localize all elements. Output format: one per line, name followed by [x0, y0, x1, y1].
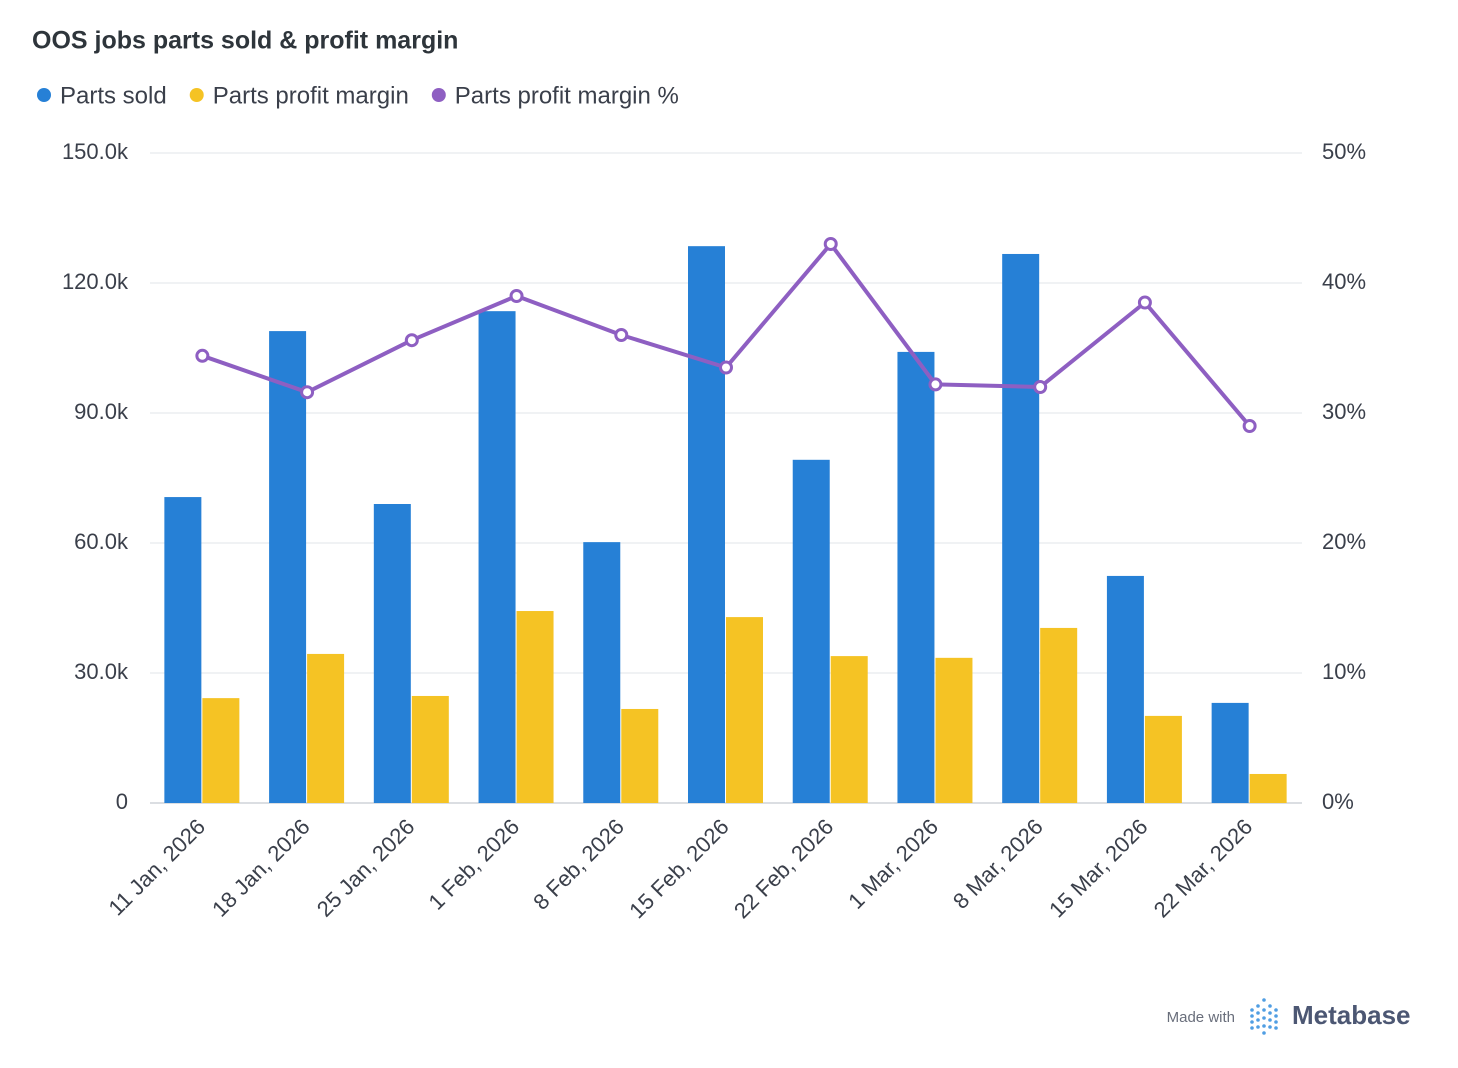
- y2-tick-label: 10%: [1322, 659, 1366, 684]
- legend-label: Parts profit margin %: [455, 82, 679, 109]
- footer-made-with: Made with: [1167, 1009, 1235, 1026]
- footer-brand: Metabase: [1292, 1000, 1411, 1030]
- bar: [583, 542, 621, 803]
- bar: [411, 695, 449, 803]
- bar: [830, 656, 868, 803]
- line: [201, 242, 1252, 428]
- x-tick-label: 15 Feb, 2026: [624, 814, 733, 923]
- bar: [897, 351, 935, 803]
- bar: [688, 246, 725, 803]
- bar: [164, 497, 202, 803]
- line-marker: [823, 237, 838, 251]
- y-tick-label: 150.0k: [62, 139, 129, 164]
- x-tick-label: 8 Mar, 2026: [948, 814, 1048, 914]
- y2-tick-label: 40%: [1322, 269, 1366, 294]
- legend-swatch: [431, 88, 446, 102]
- bar: [935, 657, 973, 803]
- bar: [792, 459, 830, 803]
- y2-tick-label: 20%: [1322, 529, 1366, 554]
- bar: [1040, 627, 1078, 803]
- bar: [373, 504, 411, 803]
- x-tick-label: 22 Feb, 2026: [729, 814, 838, 923]
- line-marker: [719, 360, 733, 375]
- y2-tick-label: 0%: [1322, 789, 1354, 814]
- x-tick-label: 15 Mar, 2026: [1044, 814, 1152, 922]
- line-marker: [404, 333, 419, 348]
- metabase-logo: [1250, 998, 1278, 1035]
- bar: [1249, 773, 1287, 803]
- bar: [726, 617, 763, 803]
- y-tick-label: 60.0k: [74, 529, 129, 554]
- line-marker: [1242, 419, 1257, 433]
- bar: [1144, 715, 1182, 803]
- y-tick-label: 120.0k: [62, 269, 129, 294]
- line-marker: [195, 348, 210, 363]
- y2-tick-label: 30%: [1322, 399, 1366, 424]
- bar: [516, 611, 554, 803]
- line-marker: [509, 289, 524, 303]
- bar: [269, 331, 307, 803]
- bar: [1002, 253, 1040, 803]
- x-tick-label: 25 Jan, 2026: [312, 814, 420, 922]
- line-marker: [1033, 380, 1048, 394]
- line-marker: [614, 328, 629, 342]
- bar: [478, 311, 516, 803]
- legend-label: Parts sold: [60, 82, 167, 109]
- bar: [1211, 702, 1249, 803]
- chart-title: OOS jobs parts sold & profit margin: [32, 27, 458, 55]
- line-marker: [1137, 295, 1152, 310]
- y-tick-label: 0: [116, 789, 128, 814]
- legend-swatch: [189, 88, 204, 102]
- bar: [307, 653, 345, 803]
- x-tick-label: 18 Jan, 2026: [207, 814, 315, 922]
- legend-swatch: [37, 88, 51, 102]
- line-marker: [928, 377, 943, 392]
- line-marker: [300, 385, 315, 400]
- x-tick-label: 8 Feb, 2026: [528, 814, 629, 915]
- bar: [1106, 575, 1144, 803]
- x-tick-label: 11 Jan, 2026: [104, 814, 210, 920]
- legend-label: Parts profit margin: [213, 82, 409, 109]
- x-tick-label: 22 Mar, 2026: [1149, 814, 1257, 922]
- y2-tick-label: 50%: [1322, 139, 1366, 164]
- y-tick-label: 90.0k: [74, 399, 129, 424]
- bar: [202, 698, 240, 803]
- x-tick-label: 1 Feb, 2026: [423, 814, 524, 915]
- bar: [621, 708, 659, 803]
- x-tick-label: 1 Mar, 2026: [843, 814, 943, 914]
- y-tick-label: 30.0k: [74, 659, 129, 684]
